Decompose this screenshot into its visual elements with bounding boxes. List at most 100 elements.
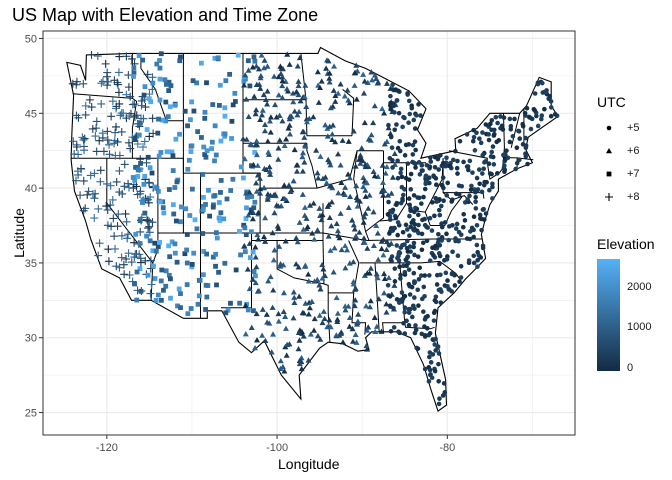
point-utc5	[400, 124, 405, 130]
point-utc5	[488, 121, 493, 127]
point-utc6	[257, 185, 264, 192]
point-utc7	[203, 307, 208, 312]
point-utc5	[471, 127, 476, 133]
point-utc5	[479, 189, 485, 195]
point-utc6	[365, 136, 372, 142]
point-utc5	[432, 342, 438, 347]
point-utc6	[281, 195, 288, 202]
point-utc5	[411, 228, 417, 233]
point-utc6	[281, 182, 288, 188]
point-utc7	[174, 259, 180, 265]
point-utc5	[406, 196, 412, 201]
point-utc6	[328, 223, 335, 229]
point-utc5	[395, 232, 400, 238]
y-tick-label: 50	[25, 33, 37, 45]
point-utc5	[424, 238, 430, 244]
point-utc8	[136, 254, 145, 263]
point-utc6	[290, 98, 297, 105]
point-utc7	[217, 218, 223, 223]
point-utc5	[473, 199, 478, 205]
point-utc7	[204, 251, 210, 257]
point-utc5	[476, 167, 482, 172]
point-utc5	[401, 192, 406, 198]
point-utc8	[76, 164, 85, 173]
point-utc7	[210, 102, 216, 107]
point-utc7	[252, 149, 258, 155]
point-utc5	[457, 138, 463, 144]
point-utc8	[103, 205, 112, 214]
point-utc6	[302, 262, 309, 268]
point-utc7	[174, 179, 180, 185]
point-utc5	[436, 231, 441, 237]
point-utc7	[163, 81, 169, 87]
point-utc6	[283, 136, 290, 142]
point-utc5	[474, 242, 480, 248]
point-utc6	[267, 114, 274, 120]
point-utc5	[406, 177, 412, 182]
point-utc7	[172, 250, 178, 256]
point-utc8	[115, 166, 124, 175]
point-utc7	[216, 215, 222, 221]
point-utc7	[170, 202, 176, 208]
point-utc6	[319, 211, 326, 218]
point-utc6	[367, 297, 374, 304]
point-utc5	[397, 138, 403, 144]
point-utc6	[296, 54, 303, 61]
point-utc5	[439, 183, 445, 188]
point-utc5	[491, 133, 497, 138]
point-utc5	[467, 193, 472, 199]
point-utc7	[252, 58, 258, 64]
point-utc6	[318, 216, 325, 223]
point-utc6	[355, 311, 362, 317]
point-utc5	[494, 139, 500, 145]
point-utc5	[402, 153, 408, 158]
point-utc6	[324, 57, 331, 63]
point-utc7	[221, 216, 227, 222]
point-utc5	[440, 175, 446, 180]
point-utc8	[95, 239, 104, 248]
point-utc6	[245, 67, 252, 73]
point-utc8	[97, 79, 106, 88]
point-utc8	[92, 124, 101, 133]
point-utc7	[187, 213, 193, 218]
point-utc8	[113, 137, 122, 146]
point-utc6	[317, 286, 324, 292]
point-utc7	[207, 213, 212, 219]
point-utc6	[350, 222, 357, 228]
point-utc6	[357, 160, 364, 166]
point-utc6	[296, 337, 303, 343]
point-utc8	[113, 222, 122, 231]
point-utc5	[435, 240, 441, 246]
point-utc7	[251, 54, 257, 60]
point-utc8	[79, 79, 88, 88]
point-utc6	[255, 287, 262, 294]
point-utc5	[412, 126, 418, 131]
point-utc5	[422, 317, 428, 322]
point-utc6	[381, 110, 388, 116]
point-utc5	[398, 276, 403, 281]
point-utc6	[261, 127, 268, 134]
point-utc8	[83, 190, 92, 199]
point-utc7	[213, 251, 219, 257]
point-utc6	[316, 205, 323, 211]
point-utc5	[410, 142, 416, 148]
point-utc8	[128, 100, 137, 109]
point-utc7	[201, 272, 206, 278]
point-utc7	[200, 231, 206, 236]
point-utc5	[386, 243, 392, 248]
point-utc8	[112, 122, 121, 131]
point-utc6	[385, 274, 392, 281]
point-utc5	[453, 238, 458, 244]
point-utc6	[261, 233, 268, 240]
point-utc5	[470, 170, 475, 175]
point-utc5	[402, 293, 408, 299]
point-utc5	[501, 115, 507, 120]
point-utc7	[241, 222, 247, 228]
point-utc5	[528, 126, 534, 132]
point-utc7	[213, 152, 219, 158]
point-utc6	[329, 131, 336, 137]
point-utc5	[413, 205, 418, 211]
point-utc6	[285, 125, 292, 131]
point-utc8	[103, 136, 112, 145]
point-utc6	[275, 145, 282, 151]
